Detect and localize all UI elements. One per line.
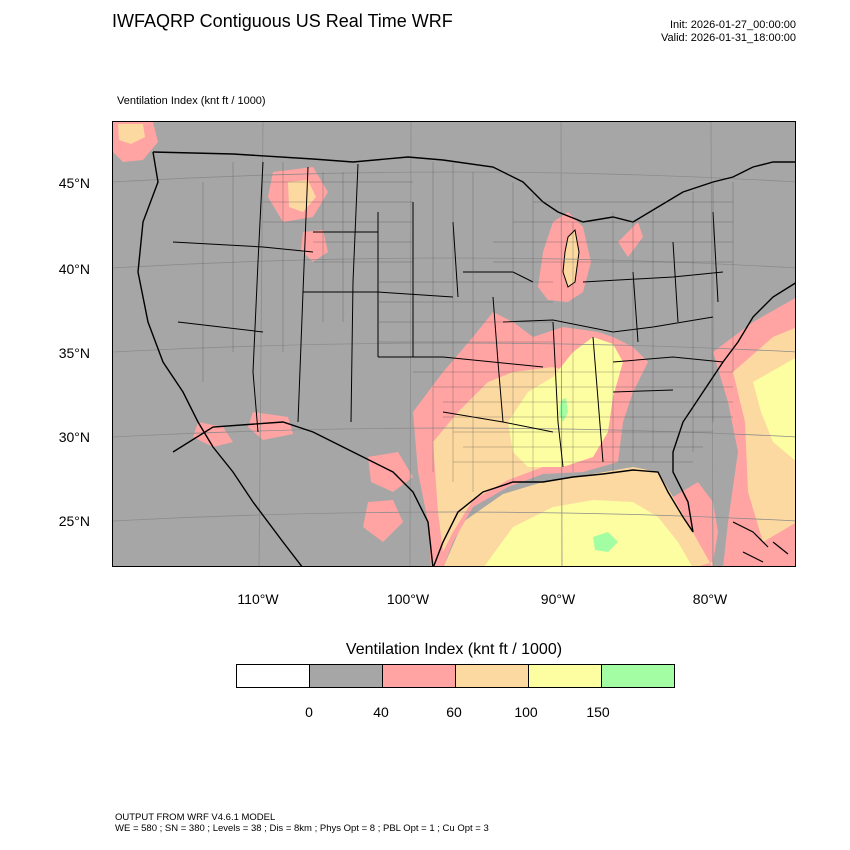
footer-line-2: WE = 580 ; SN = 380 ; Levels = 38 ; Dis … [115,823,489,834]
lat-label-45: 45°N [58,175,90,191]
model-footer: OUTPUT FROM WRF V4.6.1 MODEL WE = 580 ; … [115,812,489,834]
colorbar-tick-100: 100 [514,704,538,720]
colorbar-tick-0: 0 [305,704,313,720]
southwest-pink-1 [193,422,233,447]
lat-label-35: 35°N [58,345,90,361]
map-title: IWFAQRP Contiguous US Real Time WRF [112,11,453,31]
atlantic-yellow-region [753,358,795,461]
county-lines [202,162,734,492]
colorbar-title: Ventilation Index (knt ft / 1000) [345,641,563,658]
southwest-pink-2 [248,412,293,440]
colorbar-tick-150: 150 [586,704,610,720]
state-borders [172,161,724,468]
gulf-green-spot [593,532,618,552]
rockies-peach-1 [288,180,316,212]
colorbar-tick-40: 40 [373,704,389,720]
colorbar-swatch-green [601,664,675,688]
ventilation-map [113,122,795,566]
rockies-pink-2 [301,230,328,262]
lon-label-90w: 90°W [540,591,576,607]
colorbar-swatch-white [236,664,310,688]
valid-time: Valid: 2026-01-31_18:00:00 [661,32,796,44]
lat-label-30: 30°N [58,429,90,445]
init-time: Init: 2026-01-27_00:00:00 [670,19,796,31]
colorbar-swatch-pink [382,664,456,688]
caribbean-islands [732,521,789,563]
field-label: Ventilation Index (knt ft / 1000) [117,95,266,107]
mexico-pink [363,500,403,542]
lon-label-100w: 100°W [386,591,430,607]
colorbar [236,664,675,688]
lon-label-80w: 80°W [692,591,728,607]
colorbar-swatch-gray [309,664,383,688]
texas-pink-west [368,452,413,492]
lake-michigan [562,228,580,288]
time-info: Init: 2026-01-27_00:00:00 Valid: 2026-01… [661,19,796,45]
lon-label-110w: 110°W [237,591,279,607]
gulf-pink-edge [673,482,718,566]
colorbar-tick-60: 60 [446,704,462,720]
lat-label-40: 40°N [58,261,90,277]
lat-label-25: 25°N [58,513,90,529]
lake-erie-pink [618,222,643,257]
colorbar-swatch-peach [455,664,529,688]
map-panel [112,121,796,567]
gulf-yellow-region [484,500,692,566]
footer-line-1: OUTPUT FROM WRF V4.6.1 MODEL [115,812,276,823]
country-borders [137,151,795,566]
colorbar-swatch-yellow [528,664,602,688]
pacific-nw-peach [118,124,145,144]
